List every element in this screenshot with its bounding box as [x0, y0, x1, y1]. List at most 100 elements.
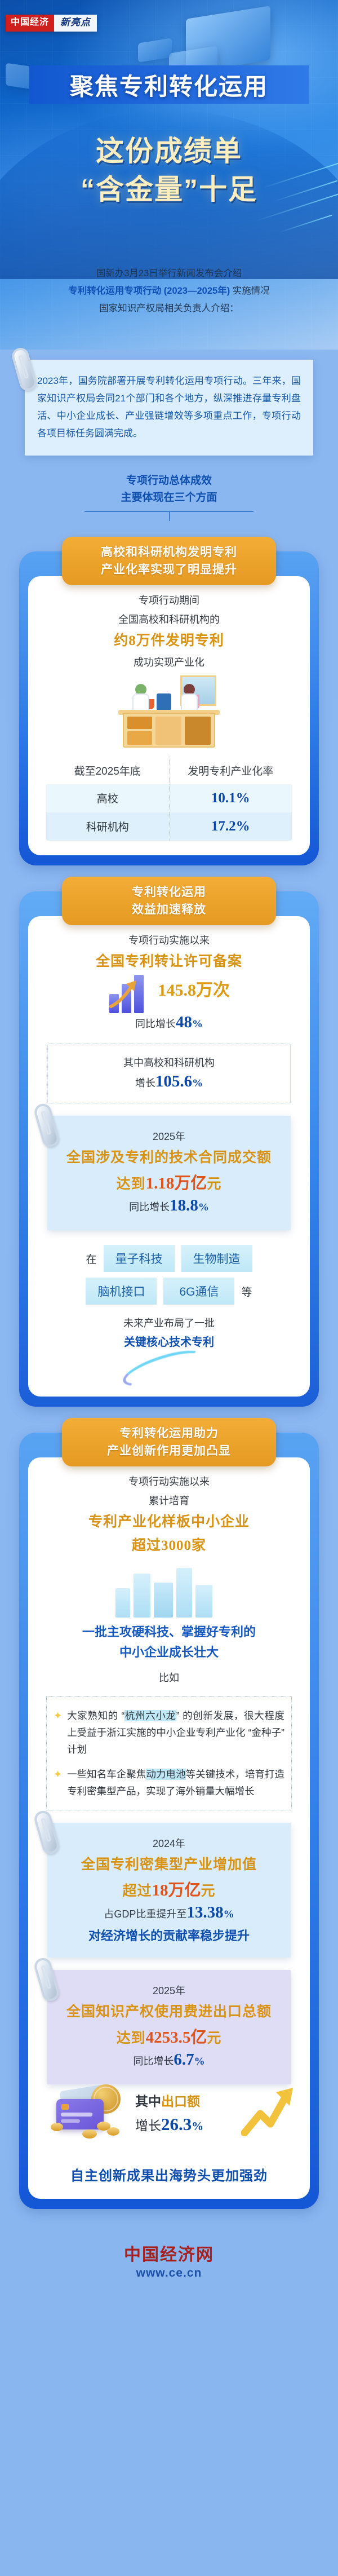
s3-2024-gdp-unit: %	[223, 1908, 234, 1920]
s2-dash-line-1: 其中高校和科研机构	[123, 1057, 215, 1068]
s2-tail-line-2: 关键核心技术专利	[124, 1336, 214, 1349]
swirl-decoration-icon	[119, 1343, 217, 1394]
s3-2025-growth-label: 同比增长	[133, 2056, 174, 2067]
s3-2025-growth-value: 6.7	[174, 2051, 194, 2069]
s3-export-label-prefix: 其中	[135, 2094, 161, 2109]
scientist-avatar	[132, 684, 149, 713]
s2-paper-prefix: 达到	[116, 1177, 146, 1192]
table-header-row: 截至2025年底 发明专利产业化率	[46, 757, 292, 784]
intro-line-3: 国家知识产权局相关负责人介绍：	[99, 303, 239, 313]
s3-closing-statement: 自主创新成果出海势头更加强劲	[70, 2169, 268, 2184]
s3-export-label-row: 其中出口额	[135, 2090, 295, 2113]
panel-1-badge: 高校和科研机构发明专利 产业化率实现了明显提升	[62, 537, 276, 585]
s2-figure-row: 145.8万次	[39, 974, 299, 1013]
table-cell-value: 17.2%	[211, 819, 250, 834]
s2-tag-prefix: 在	[86, 1253, 97, 1266]
panel-1-body: 专项行动期间 全国高校和科研机构的 约8万件发明专利 成功实现产业化	[28, 576, 310, 855]
panel-2-badge: 专利转化运用 效益加速释放	[62, 877, 276, 925]
bullet-text-after: ” 的创新发展，很大程度上受益于浙江实施的中小企业专利产业化 “金种子” 计划	[67, 1710, 284, 1755]
sparkle-icon: ✦	[54, 1769, 63, 1780]
s2-growth-label: 同比增长	[135, 1018, 176, 1029]
s2-highlight-1: 全国专利转让许可备案	[95, 954, 242, 969]
panel-section-1: 高校和科研机构发明专利 产业化率实现了明显提升 专项行动期间 全国高校和科研机构…	[19, 537, 319, 865]
s3-2024-prefix: 超过	[122, 1884, 152, 1899]
hero-title-bar: 聚焦专利转化运用	[29, 65, 309, 104]
panel-3-body: 专项行动实施以来 累计培育 专利产业化样板中小企业 超过3000家 一批主攻硬科…	[28, 1457, 310, 2199]
s3-2024-number-row: 超过18万亿元	[55, 1877, 283, 1903]
s3-2024-number: 18万亿	[152, 1881, 201, 1899]
industrialization-rate-table: 截至2025年底 发明专利产业化率 高校 10.1% 科研机构 17.2%	[46, 757, 292, 841]
s3-2024-tail: 对经济增长的贡献率稳步提升	[88, 1929, 250, 1943]
s2-growth-unit: %	[192, 1018, 203, 1030]
panel-2-badge-line-2: 效益加速释放	[132, 903, 206, 916]
s3-2024-gdp-row: 占GDP比重提升至13.38%	[55, 1903, 283, 1924]
intro-line-2-bold: 专利转化运用专项行动 (2023—2025年)	[68, 286, 230, 296]
brand-white-label: 新亮点	[54, 15, 97, 32]
s3-example-label: 比如	[159, 1672, 179, 1684]
bar-chart-growth-icon	[108, 974, 152, 1013]
coin-icon	[107, 2127, 119, 2136]
panel-2-body: 专项行动实施以来 全国专利转让许可备案 145.8万次 同比增长48% 其中高校…	[28, 916, 310, 1397]
panel-section-3: 专利转化运用助力 产业创新作用更加凸显 专项行动实施以来 累计培育 专利产业化样…	[19, 1418, 319, 2209]
footer: 中国经济网 www.ce.cn	[0, 2209, 338, 2305]
s2-tag-row-2: 脑机接口 6G通信 等	[39, 1278, 299, 1305]
lab-shelf	[123, 713, 215, 748]
s3-line-2: 累计培育	[149, 1495, 189, 1506]
panel-1-badge-line-1: 高校和科研机构发明专利	[101, 546, 237, 559]
s2-paper-card-2025: 2025年 全国涉及专利的技术合同成交额 达到1.18万亿元 同比增长18.8%	[32, 1102, 291, 1230]
tech-tag-bci: 脑机接口	[86, 1278, 157, 1305]
s2-paper-number-row: 达到1.18万亿元	[55, 1170, 283, 1196]
bullet-text-after: 等关键技术，培育打造专利密集型产品，实现了海外销量大幅增长	[67, 1769, 285, 1797]
intro-note-card: 2023年，国务院部署开展专利转化运用专项行动。三年来，国家知识产权局会同21个…	[10, 346, 313, 456]
s3-paper-card-2025: 2025年 全国知识产权使用费进出口总额 达到4253.5亿元 同比增长6.7%	[32, 1956, 291, 2084]
coin-icon	[97, 2122, 110, 2131]
panel-3-shell: 专项行动实施以来 累计培育 专利产业化样板中小企业 超过3000家 一批主攻硬科…	[19, 1433, 319, 2209]
paperclip-icon	[32, 1956, 61, 2003]
s2-line-1: 专项行动实施以来	[128, 935, 210, 946]
hero-title: 聚焦专利转化运用	[69, 73, 268, 100]
s3-2025-number-row: 达到4253.5亿元	[55, 2024, 283, 2051]
s3-2024-gdp-value: 13.38	[186, 1903, 224, 1921]
s3-2025-number: 4253.5亿	[145, 2029, 207, 2047]
s2-paper-number: 1.18万亿	[145, 1174, 207, 1192]
s3-2025-growth-unit: %	[194, 2056, 205, 2067]
s1-highlight: 约8万件发明专利	[114, 633, 224, 648]
s3-export-row: 其中出口额 增长26.3%	[39, 2084, 299, 2158]
panel-1-shell: 专项行动期间 全国高校和科研机构的 约8万件发明专利 成功实现产业化	[19, 551, 319, 865]
lead-bracket-divider	[84, 511, 254, 525]
s1-line-2: 全国高校和科研机构的	[118, 614, 220, 625]
s2-big-number: 145.8万次	[158, 981, 230, 1000]
hero-subtitle-line-1: 这份成绩单	[96, 135, 242, 167]
intro-line-2-tail: 实施情况	[230, 286, 270, 296]
s3-2024-highlight: 全国专利密集型产业增加值	[81, 1857, 257, 1872]
s2-growth-row: 同比增长48%	[39, 1013, 299, 1033]
tech-tag-6g: 6G通信	[163, 1278, 235, 1305]
s3-2025-highlight: 全国知识产权使用费进出口总额	[66, 2004, 272, 2020]
sparkle-icon: ✦	[54, 1710, 63, 1721]
s2-paper-growth-unit: %	[198, 1201, 209, 1213]
tech-tag-quantum: 量子科技	[103, 1245, 175, 1272]
site-logo-text: 中国经济网	[124, 2246, 214, 2264]
up-trend-arrow-icon	[241, 2088, 293, 2136]
s2-dashed-callout: 其中高校和科研机构 增长105.6%	[47, 1044, 291, 1103]
s3-count: 超过3000家	[131, 1538, 206, 1553]
microscope-icon	[157, 693, 171, 710]
hero-sweep-shape	[0, 110, 338, 279]
coin-icon	[82, 2129, 97, 2138]
bullet-text-before: 一些知名车企聚焦	[67, 1769, 146, 1780]
s2-growth-value: 48	[176, 1013, 192, 1031]
s2-dash-unit: %	[192, 1077, 203, 1089]
hero-intro-block: 国新办3月23日举行新闻发布会介绍 专利转化运用专项行动 (2023—2025年…	[0, 265, 338, 317]
s1-line-1: 专项行动期间	[139, 595, 199, 606]
hero-banner: 中国经济 新亮点 聚焦专利转化运用 这份成绩单 “含金量”十足 国新办3月23日…	[0, 0, 338, 350]
panel-2-badge-line-1: 专利转化运用	[132, 886, 206, 899]
credit-card-icon	[56, 2099, 104, 2129]
s3-2024-unit: 元	[201, 1884, 216, 1899]
site-url[interactable]: www.ce.cn	[136, 2266, 202, 2279]
table-header-cell: 截至2025年底	[46, 757, 170, 784]
panel-3-badge-line-2: 产业创新作用更加凸显	[107, 1444, 231, 1457]
table-cell-label: 科研机构	[46, 812, 170, 841]
bullet-text-mark: 杭州六小龙	[124, 1710, 176, 1721]
list-item: ✦ 一些知名车企聚焦动力电池等关键技术，培育打造专利密集型产品，实现了海外销量大…	[54, 1766, 284, 1800]
list-item: ✦ 大家熟知的 “杭州六小龙” 的创新发展，很大程度上受益于浙江实施的中小企业专…	[54, 1707, 284, 1758]
